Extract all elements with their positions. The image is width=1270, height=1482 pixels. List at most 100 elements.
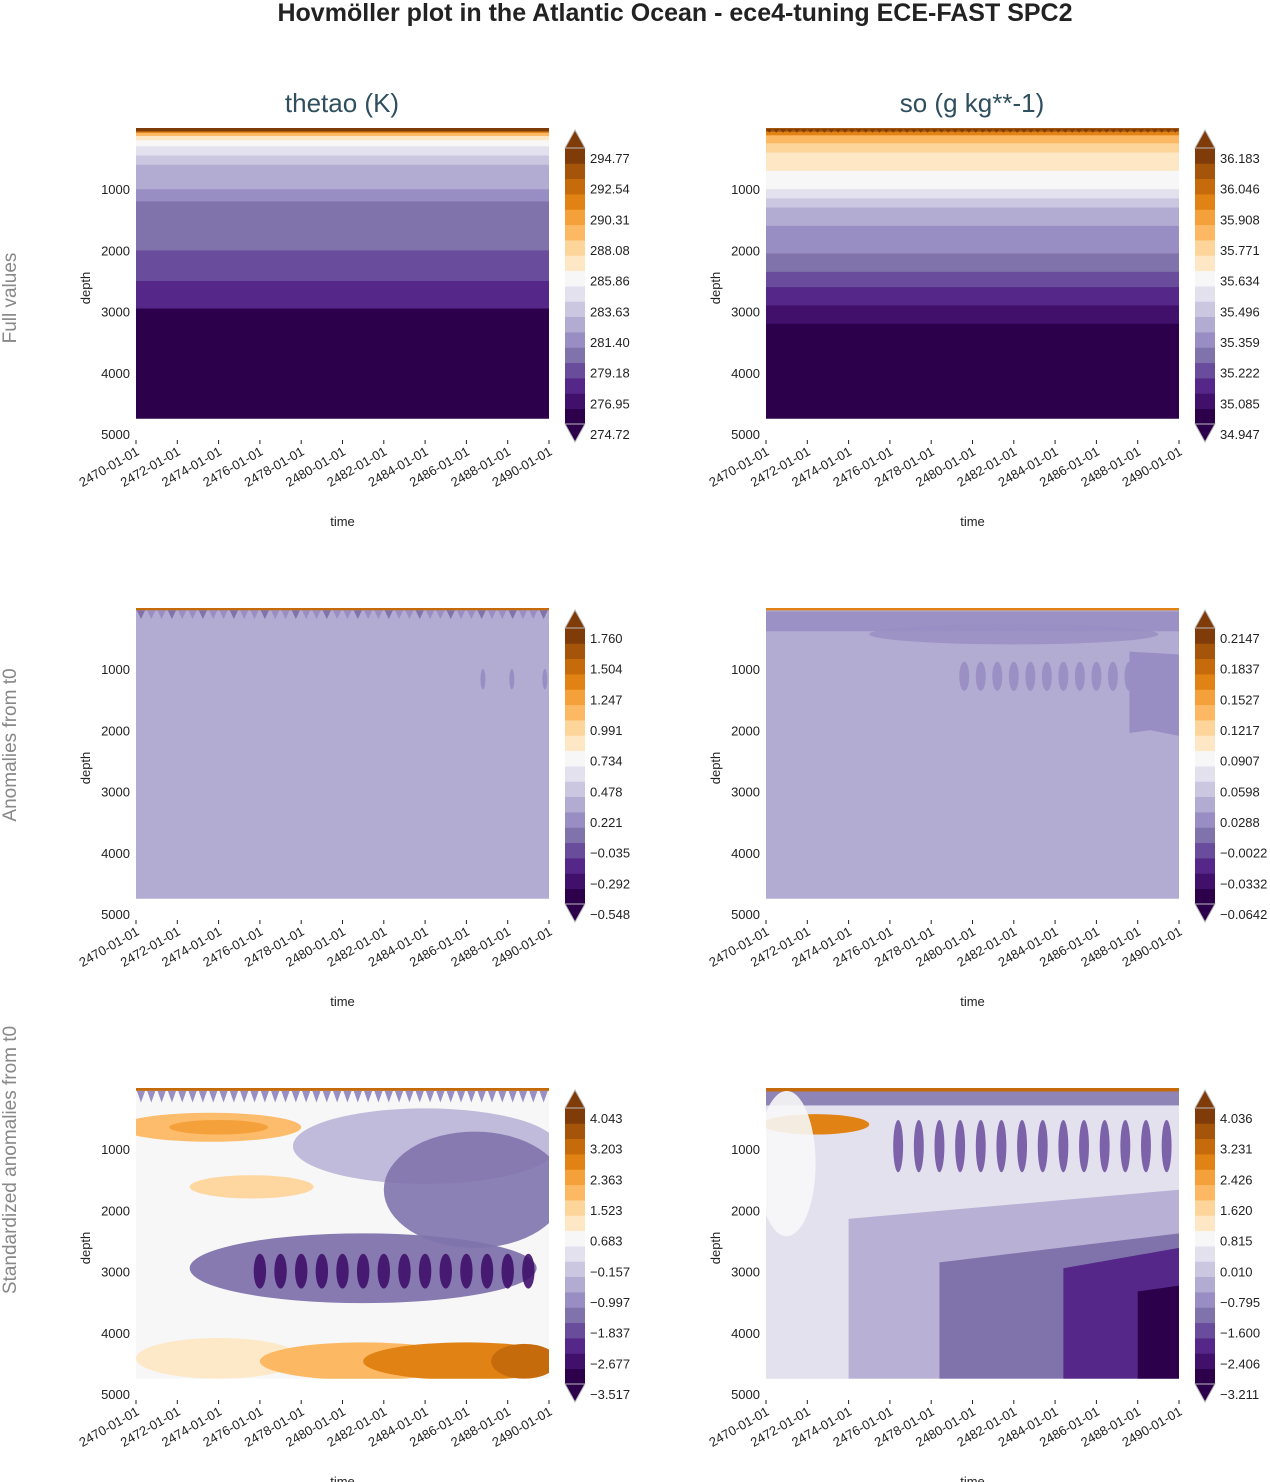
colorbar-tick-label: −0.292	[590, 876, 630, 891]
contour-spike	[529, 1090, 538, 1103]
contour-spike	[917, 129, 925, 133]
y-tick-label: 3000	[101, 305, 130, 320]
depth-band	[766, 198, 1179, 209]
colorbar-segment	[1195, 1108, 1215, 1124]
colorbar-tick-label: 283.63	[590, 304, 630, 319]
colorbar-tick-label: 1.504	[590, 662, 623, 677]
contour-blob	[1058, 661, 1069, 691]
y-tick-label: 3000	[731, 1265, 760, 1280]
contour-blob	[1091, 661, 1102, 691]
colorbar-segment	[565, 720, 585, 736]
colorbar-segment	[565, 796, 585, 813]
colorbar-segment	[565, 1138, 585, 1155]
contour-spike	[1165, 129, 1172, 133]
colorbar-segment	[565, 781, 585, 798]
colorbar-segment	[1195, 812, 1215, 828]
row-label-anomalies: Anomalies from t0	[0, 668, 21, 821]
colorbar-tick-label: 1.247	[590, 692, 623, 707]
contour-spike	[529, 610, 538, 620]
contour-blob	[1120, 1119, 1131, 1173]
depth-band	[766, 207, 1179, 227]
contour-spike	[1103, 129, 1110, 133]
contour-spike	[446, 1090, 455, 1103]
depth-band	[766, 253, 1179, 273]
colorbar-tick-label: 0.221	[590, 815, 623, 830]
contour-band	[766, 1091, 1179, 1106]
colorbar-segment	[565, 827, 585, 844]
contour-spike	[1096, 129, 1104, 133]
contour-spike	[446, 610, 455, 620]
depth-band	[766, 180, 1179, 190]
depth-band	[766, 143, 1179, 153]
contour-spike	[539, 1090, 548, 1103]
contour-spike	[322, 1090, 331, 1103]
contour-spike	[302, 1090, 311, 1103]
contour-spike	[1144, 129, 1152, 133]
colorbar-tick-label: −2.406	[1220, 1356, 1260, 1371]
depth-band	[136, 250, 549, 282]
contour-spike	[374, 610, 383, 620]
contour-spike	[1020, 129, 1028, 133]
colorbar-tick-label: −0.997	[590, 1295, 630, 1310]
contour-band	[766, 1088, 1179, 1092]
contour-spike	[467, 610, 476, 620]
contour-blob	[356, 1253, 370, 1289]
colorbar-tick-label: 0.734	[590, 754, 623, 769]
colorbar-extend-max	[1194, 608, 1216, 629]
colorbar-segment	[565, 240, 585, 256]
colorbar-segment	[1195, 163, 1215, 180]
contour-spike	[944, 129, 952, 133]
panel-so-anom: 10002000300040005000depth2470-01-012472-…	[706, 608, 1267, 1009]
contour-spike	[1123, 129, 1131, 133]
contour-spike	[209, 610, 218, 620]
heatmap-thetao-full	[136, 128, 549, 419]
colorbar-tick-label: −0.157	[590, 1264, 630, 1279]
contour-blob	[1025, 661, 1036, 691]
colorbar-segment	[1195, 858, 1215, 874]
colorbar-segment	[1195, 781, 1215, 798]
y-tick-label: 5000	[731, 427, 760, 442]
colorbar-tick-label: 0.991	[590, 723, 623, 738]
colorbar-segment	[565, 178, 585, 195]
colorbar-segment	[565, 1108, 585, 1124]
contour-spike	[958, 129, 966, 133]
colorbar-segment	[1195, 750, 1215, 767]
contour-spike	[167, 610, 177, 620]
contour-blob	[169, 1119, 269, 1135]
colorbar-tick-label: −0.035	[590, 846, 630, 861]
y-tick-label: 1000	[731, 662, 760, 677]
contour-spike	[229, 610, 239, 620]
contour-region	[1137, 1285, 1179, 1379]
depth-band	[766, 131, 1179, 136]
y-axis-label: depth	[708, 272, 723, 305]
y-tick-label: 4000	[731, 846, 760, 861]
contour-spike	[157, 610, 166, 620]
y-tick-label: 4000	[101, 1326, 130, 1341]
contour-band	[136, 128, 549, 132]
colorbar-segment	[1195, 674, 1215, 690]
colorbar-segment	[565, 301, 585, 318]
panel-so-full: 10002000300040005000depth2470-01-012472-…	[706, 128, 1260, 529]
contour-spike	[889, 129, 897, 133]
contour-blob	[460, 1253, 473, 1289]
contour-blob	[893, 1119, 904, 1173]
contour-blob	[295, 1253, 308, 1289]
contour-spike	[979, 129, 986, 133]
colorbar-segment	[1195, 378, 1215, 394]
colorbar-tick-label: 279.18	[590, 366, 630, 381]
contour-blob	[959, 661, 970, 691]
depth-band	[766, 305, 1179, 325]
colorbar-extend-max	[564, 608, 586, 629]
colorbar-segment	[1195, 255, 1215, 272]
colorbar-segment	[565, 766, 585, 782]
contour-spike	[883, 129, 890, 133]
contour-spike	[333, 610, 342, 620]
contour-spike	[467, 1090, 476, 1103]
colorbar-segment	[1195, 628, 1215, 644]
colorbar-tick-label: 0.1837	[1220, 662, 1260, 677]
contour-spike	[1041, 129, 1048, 133]
contour-spike	[487, 610, 497, 620]
contour-spike	[1068, 129, 1076, 133]
contour-spike	[1137, 129, 1145, 133]
panel-so-std: 10002000300040005000depth2470-01-012472-…	[706, 1088, 1260, 1482]
